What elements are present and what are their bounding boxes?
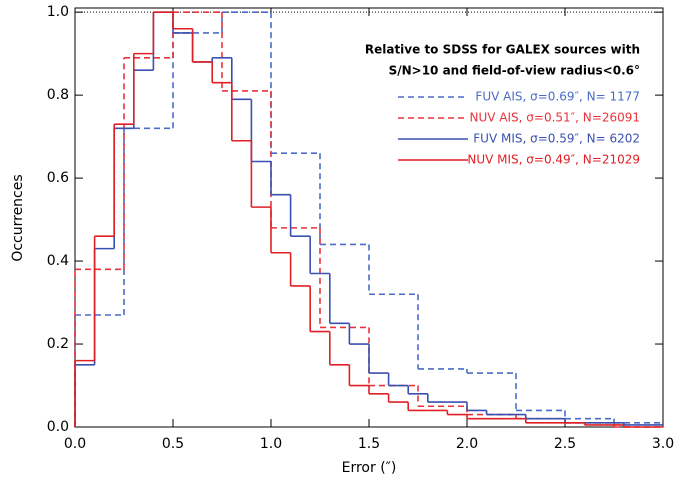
legend-label: FUV AIS, σ=0.69″, N= 1177	[475, 90, 640, 104]
y-tick-label: 0.4	[47, 253, 69, 269]
x-tick-label: 2.5	[554, 436, 576, 452]
y-tick-label: 0.8	[47, 87, 69, 103]
legend-label: FUV MIS, σ=0.59″, N= 6202	[473, 132, 640, 146]
x-tick-label: 2.0	[456, 436, 478, 452]
legend-label: NUV AIS, σ=0.51″, N=26091	[470, 111, 640, 125]
annotation: S/N>10 and field-of-view radius<0.6°	[389, 64, 640, 78]
legend-label: NUV MIS, σ=0.49″, N=21029	[467, 153, 640, 167]
y-axis-label: Occurrences	[10, 174, 26, 261]
y-tick-label: 0.6	[47, 170, 69, 186]
y-tick-label: 1.0	[47, 4, 69, 20]
y-tick-label: 0.0	[47, 419, 69, 435]
y-tick-label: 0.2	[47, 336, 69, 352]
x-tick-label: 0.0	[64, 436, 86, 452]
x-axis-label: Error (″)	[342, 460, 397, 476]
x-tick-label: 3.0	[652, 436, 674, 452]
x-tick-label: 1.0	[260, 436, 282, 452]
annotation: Relative to SDSS for GALEX sources with	[365, 43, 640, 57]
x-tick-label: 1.5	[358, 436, 380, 452]
x-tick-label: 0.5	[162, 436, 184, 452]
